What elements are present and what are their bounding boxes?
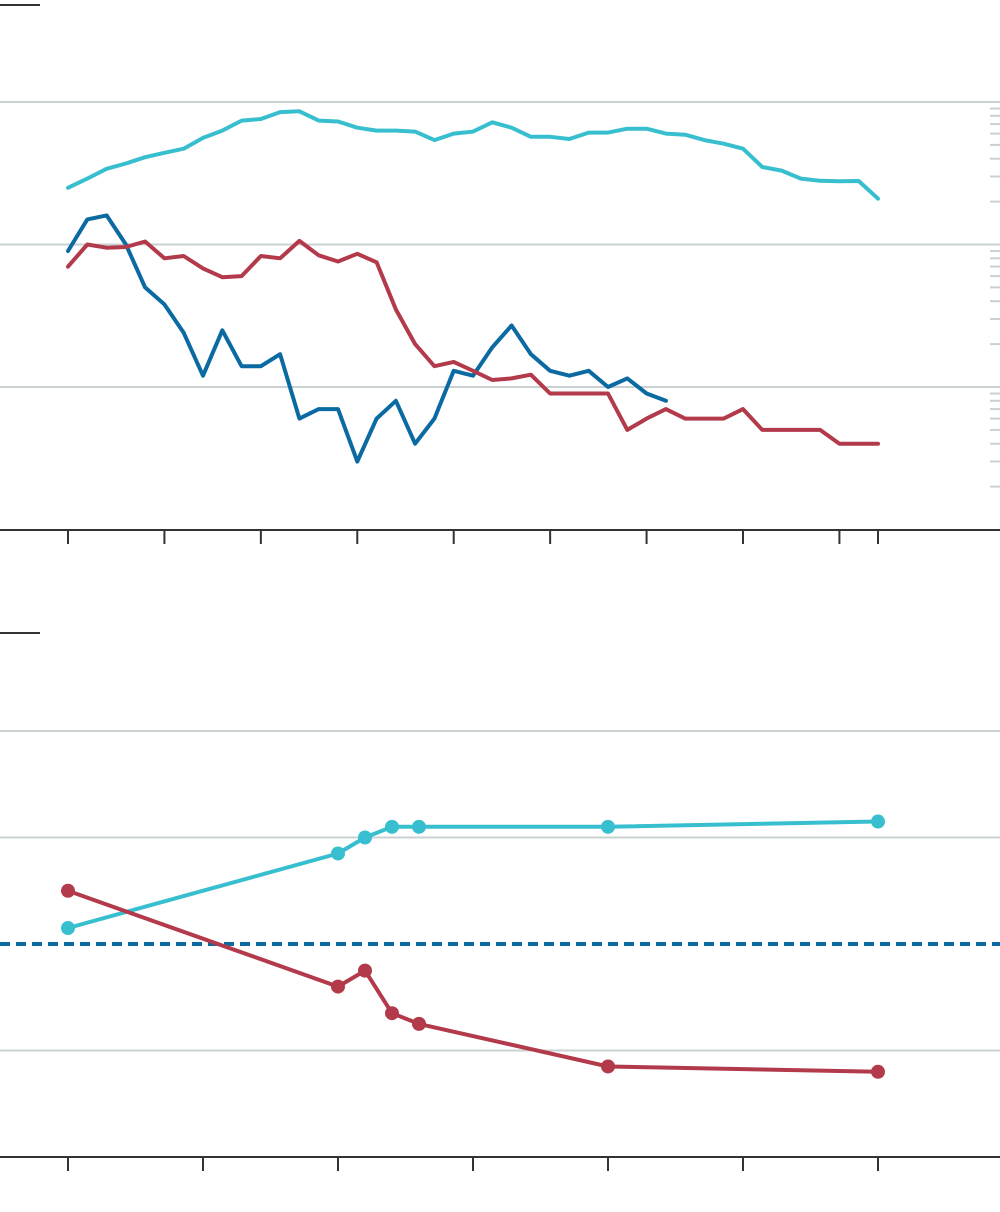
- series-line-blue: [66, 213, 668, 464]
- data-point-teal: [871, 814, 885, 829]
- data-point-teal: [385, 819, 399, 834]
- data-point-red: [331, 979, 345, 994]
- series-line-red: [66, 238, 880, 446]
- data-point-red: [871, 1064, 885, 1079]
- series-line-red: [67, 888, 879, 1074]
- data-point-teal: [412, 819, 426, 834]
- series-line-teal: [66, 109, 880, 201]
- data-point-red: [385, 1006, 399, 1021]
- data-point-red: [601, 1059, 615, 1074]
- marker-line-chart: [0, 632, 1000, 1171]
- data-point-teal: [601, 819, 615, 834]
- data-point-red: [61, 883, 75, 898]
- log-line-chart: [0, 4, 1000, 544]
- data-point-red: [358, 963, 372, 978]
- data-point-red: [412, 1016, 426, 1031]
- data-point-teal: [331, 846, 345, 861]
- data-point-teal: [358, 830, 372, 845]
- data-point-teal: [61, 921, 75, 936]
